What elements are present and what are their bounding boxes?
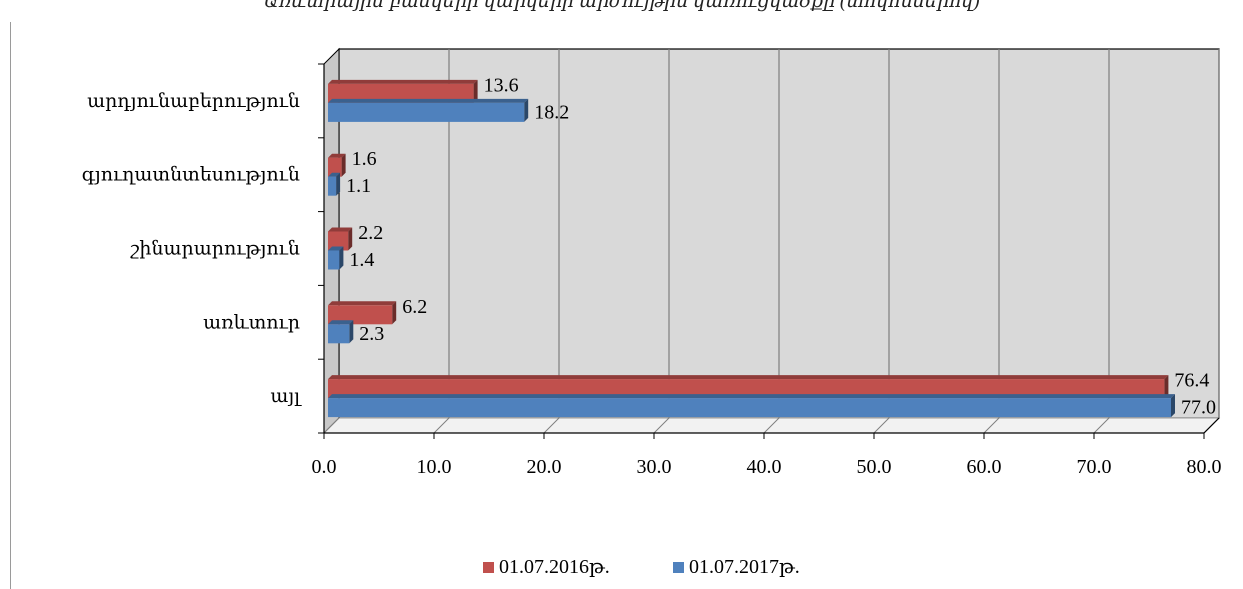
x-tick-label: 30.0 [637,456,672,478]
bar-front-face [328,157,342,177]
data-label: 6.2 [402,296,427,318]
bar [328,227,353,251]
category-label: առևտուր [203,312,300,333]
data-label: 2.2 [358,222,383,244]
floor-gridline [1093,417,1110,434]
bar-end-face [473,79,478,103]
bar-front-face [328,398,1171,418]
bar-end-face [339,246,344,270]
floor-gridline [433,417,450,434]
bar [328,153,346,177]
bar-front-face [328,379,1165,399]
floor-gridline [543,417,560,434]
x-tick-label: 70.0 [1077,456,1112,478]
bar-top-face [328,394,1175,399]
labels: 0.0 10.0 20.0 30.0 40.0 50.0 60.0 70.0 80.0 13.6 1… [82,74,1222,478]
bar-top-face [328,246,344,251]
floor-gridline [873,417,890,434]
bar-front-face [328,305,393,325]
bar-top-face [328,153,346,158]
bar-front-face [328,83,474,103]
bar-end-face [341,153,346,177]
legend-label: 01.07.2017թ. [689,556,800,578]
x-tick-label: 50.0 [857,456,892,478]
data-label: 76.4 [1174,370,1209,392]
x-tick-label: 0.0 [312,456,337,478]
left-divider [10,22,11,589]
bar [328,246,344,270]
legend-label: 01.07.2016թ. [499,556,610,578]
category-label: արդյունաբերություն [87,91,300,112]
bar [328,375,1169,399]
bar [328,79,478,103]
bar-top-face [328,79,478,84]
legend-swatch [673,562,684,573]
data-label: 13.6 [484,74,519,96]
bar-top-face [328,301,397,306]
data-label: 77.0 [1181,397,1216,419]
bar-front-face [328,231,349,251]
x-tick-label: 20.0 [527,456,562,478]
x-tick-label: 40.0 [747,456,782,478]
bar-top-face [328,227,353,232]
bar-end-face [348,227,353,251]
bar-end-face [349,320,354,344]
x-tick-label: 10.0 [417,456,452,478]
data-label: 2.3 [359,323,384,345]
floor-gridline [323,417,340,434]
category-label: գյուղատնտեսություն [82,165,300,186]
bar [328,301,397,325]
floor-gridline [653,417,670,434]
axes [318,63,1220,439]
legend-item: 01.07.2017թ. [673,556,800,578]
bar-end-face [336,172,341,196]
bar [328,172,341,196]
chart-title: Առևտրային բանկերի վարկերի արժույթին կառո… [263,0,980,12]
bar-front-face [328,250,340,270]
bar-front-face [328,176,337,196]
bars [328,79,1175,418]
bar-top-face [328,172,341,177]
data-label: 1.6 [352,148,377,170]
legend-swatch [483,562,494,573]
floor-gridline [763,417,780,434]
bar-front-face [328,324,350,344]
floor-gridline [983,417,1000,434]
bar [328,320,354,344]
category-label: այլ [270,386,302,407]
x-tick-label: 80.0 [1187,456,1222,478]
bar-top-face [328,375,1169,380]
data-label: 1.1 [346,175,371,197]
data-label: 18.2 [534,101,569,123]
bar [328,394,1175,418]
legend: 01.07.2016թ. 01.07.2017թ. [483,556,800,578]
x-axis-depth [1203,417,1220,434]
bar-top-face [328,320,354,325]
x-tick-label: 60.0 [967,456,1002,478]
bar-end-face [1164,375,1169,399]
bar-top-face [328,98,529,103]
bar [328,98,529,122]
bar-end-face [1171,394,1175,418]
data-label: 1.4 [349,249,374,271]
legend-item: 01.07.2016թ. [483,556,610,578]
category-label: շինարարություն [130,239,300,260]
bar-end-face [392,301,397,325]
bar-front-face [328,102,525,122]
bar-end-face [524,98,529,122]
